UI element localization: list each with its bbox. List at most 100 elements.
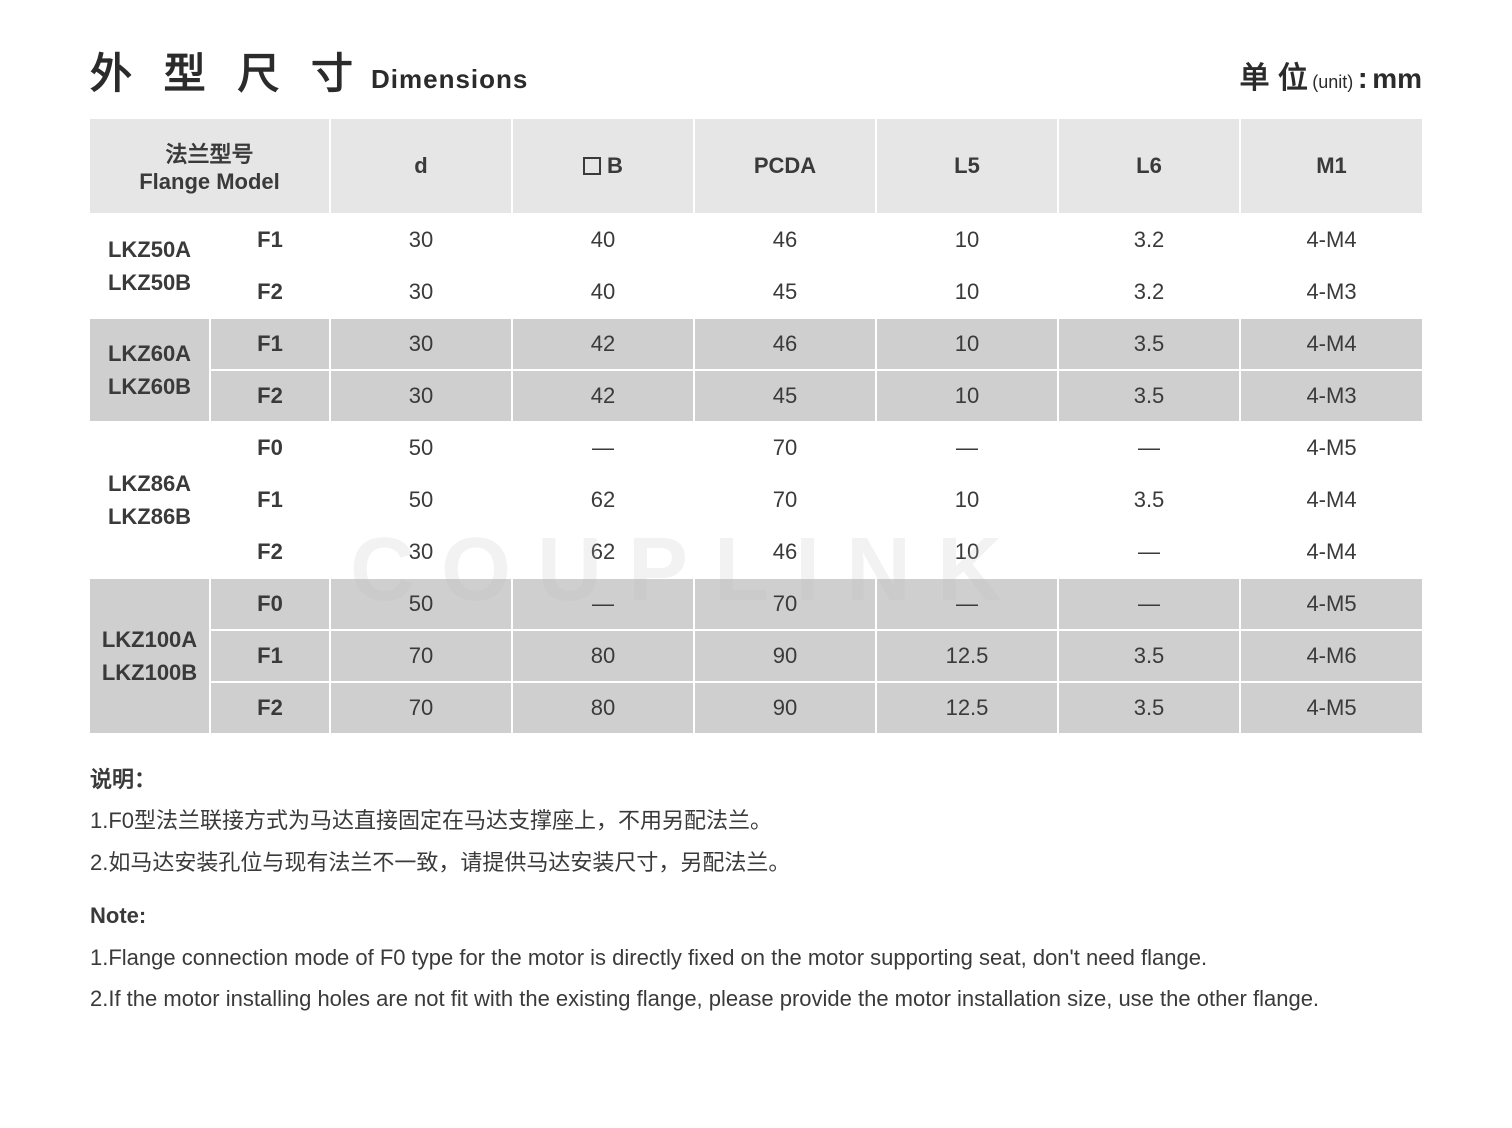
cell-pcda: 90 — [694, 630, 876, 682]
cell-m1: 4-M3 — [1240, 370, 1422, 422]
cell-b: 42 — [512, 318, 694, 370]
cell-m1: 4-M4 — [1240, 214, 1422, 266]
cell-l5: 12.5 — [876, 682, 1058, 733]
cell-d: 50 — [330, 422, 512, 474]
cell-m1: 4-M4 — [1240, 526, 1422, 578]
cell-b: 62 — [512, 526, 694, 578]
cell-b: 40 — [512, 214, 694, 266]
th-l6: L6 — [1058, 119, 1240, 214]
cell-m1: 4-M4 — [1240, 474, 1422, 526]
title-row: 外 型 尺 寸 Dimensions 单 位 (unit) : mm — [90, 40, 1422, 101]
unit-mm: mm — [1372, 63, 1422, 94]
notes-en-1: 1.Flange connection mode of F0 type for … — [90, 939, 1422, 976]
model-sub: F2 — [210, 682, 330, 733]
cell-l6: 3.2 — [1058, 266, 1240, 318]
cell-d: 70 — [330, 630, 512, 682]
table-row: F270809012.53.54-M5 — [90, 682, 1422, 733]
model-line: LKZ86A — [94, 467, 205, 500]
title-cn: 外 型 尺 寸 — [90, 40, 363, 101]
model-line: LKZ86B — [94, 500, 205, 533]
cell-d: 70 — [330, 682, 512, 733]
cell-l6: — — [1058, 578, 1240, 630]
cell-l5: 10 — [876, 318, 1058, 370]
cell-l6: — — [1058, 526, 1240, 578]
cell-pcda: 45 — [694, 266, 876, 318]
cell-b: — — [512, 578, 694, 630]
th-m1: M1 — [1240, 119, 1422, 214]
cell-l6: 3.5 — [1058, 682, 1240, 733]
cell-l5: 10 — [876, 214, 1058, 266]
model-line: LKZ50A — [94, 233, 205, 266]
cell-m1: 4-M5 — [1240, 578, 1422, 630]
cell-l5: 12.5 — [876, 630, 1058, 682]
model-line: LKZ60B — [94, 370, 205, 403]
th-b: B — [512, 119, 694, 214]
table-row: LKZ50ALKZ50BF1304046103.24-M4 — [90, 214, 1422, 266]
cell-l6: — — [1058, 422, 1240, 474]
model-line: LKZ50B — [94, 266, 205, 299]
model-line: LKZ60A — [94, 337, 205, 370]
cell-b: 40 — [512, 266, 694, 318]
square-icon — [583, 157, 601, 175]
model-sub: F2 — [210, 526, 330, 578]
cell-l5: 10 — [876, 474, 1058, 526]
notes-en-hd: Note: — [90, 897, 1422, 934]
cell-l6: 3.5 — [1058, 370, 1240, 422]
cell-pcda: 46 — [694, 214, 876, 266]
model-cell: LKZ100ALKZ100B — [90, 578, 210, 733]
model-cell: LKZ60ALKZ60B — [90, 318, 210, 422]
table-row: F2304045103.24-M3 — [90, 266, 1422, 318]
unit-colon: : — [1358, 62, 1368, 95]
model-sub: F2 — [210, 370, 330, 422]
notes-block: 说明： 1.F0型法兰联接方式为马达直接固定在马达支撑座上，不用另配法兰。 2.… — [90, 761, 1422, 1017]
table-row: F1506270103.54-M4 — [90, 474, 1422, 526]
notes-cn-2: 2.如马达安装孔位与现有法兰不一致，请提供马达安装尺寸，另配法兰。 — [90, 844, 1422, 881]
model-line: LKZ100A — [94, 623, 205, 656]
cell-l6: 3.5 — [1058, 474, 1240, 526]
cell-d: 50 — [330, 578, 512, 630]
unit-block: 单 位 (unit) : mm — [1239, 53, 1422, 97]
th-l5: L5 — [876, 119, 1058, 214]
model-sub: F2 — [210, 266, 330, 318]
cell-l6: 3.2 — [1058, 214, 1240, 266]
notes-en-2: 2.If the motor installing holes are not … — [90, 980, 1422, 1017]
cell-pcda: 70 — [694, 474, 876, 526]
cell-pcda: 45 — [694, 370, 876, 422]
model-sub: F1 — [210, 474, 330, 526]
cell-d: 30 — [330, 318, 512, 370]
model-cell: LKZ86ALKZ86B — [90, 422, 210, 578]
model-sub: F0 — [210, 422, 330, 474]
cell-m1: 4-M3 — [1240, 266, 1422, 318]
cell-pcda: 46 — [694, 526, 876, 578]
cell-b: 80 — [512, 630, 694, 682]
cell-b: 62 — [512, 474, 694, 526]
table-row: F170809012.53.54-M6 — [90, 630, 1422, 682]
cell-pcda: 70 — [694, 578, 876, 630]
cell-l6: 3.5 — [1058, 318, 1240, 370]
th-model: 法兰型号 Flange Model — [90, 119, 330, 214]
cell-pcda: 70 — [694, 422, 876, 474]
th-d: d — [330, 119, 512, 214]
cell-m1: 4-M4 — [1240, 318, 1422, 370]
model-sub: F1 — [210, 318, 330, 370]
th-model-en: Flange Model — [94, 169, 325, 195]
cell-d: 30 — [330, 266, 512, 318]
cell-d: 30 — [330, 526, 512, 578]
cell-d: 30 — [330, 370, 512, 422]
table-body: LKZ50ALKZ50BF1304046103.24-M4F2304045103… — [90, 214, 1422, 733]
cell-l5: 10 — [876, 526, 1058, 578]
cell-d: 50 — [330, 474, 512, 526]
cell-m1: 4-M6 — [1240, 630, 1422, 682]
cell-m1: 4-M5 — [1240, 422, 1422, 474]
cell-b: 42 — [512, 370, 694, 422]
unit-sm: (unit) — [1312, 72, 1353, 92]
cell-pcda: 90 — [694, 682, 876, 733]
table-row: F2304245103.54-M3 — [90, 370, 1422, 422]
table-row: LKZ60ALKZ60BF1304246103.54-M4 — [90, 318, 1422, 370]
th-model-cn: 法兰型号 — [94, 137, 325, 169]
table-wrap: COUPLINK 法兰型号 Flange Model d B PCDA L5 L… — [90, 119, 1422, 733]
model-sub: F0 — [210, 578, 330, 630]
title-left: 外 型 尺 寸 Dimensions — [90, 40, 528, 101]
model-sub: F1 — [210, 630, 330, 682]
cell-b: — — [512, 422, 694, 474]
